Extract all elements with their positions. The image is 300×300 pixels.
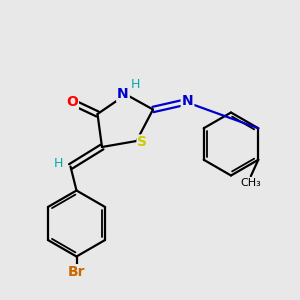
Text: O: O <box>66 95 78 109</box>
Text: CH₃: CH₃ <box>240 178 261 188</box>
Text: H: H <box>54 157 63 170</box>
Text: Br: Br <box>68 265 85 279</box>
Text: S: S <box>137 136 148 149</box>
Text: N: N <box>182 94 193 107</box>
Text: H: H <box>130 78 140 92</box>
Text: N: N <box>117 88 129 101</box>
